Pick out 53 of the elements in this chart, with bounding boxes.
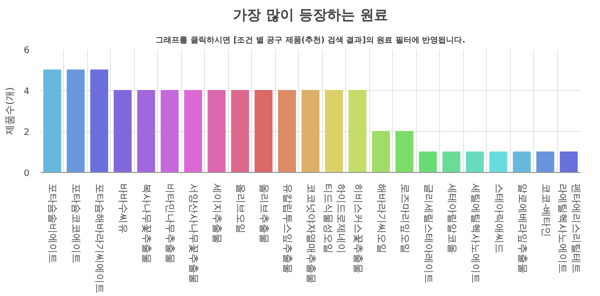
x-tick-label: 유칼립투스잎추출물 bbox=[282, 184, 293, 274]
x-tick-label: 알로에베라잎추출물 bbox=[516, 184, 528, 274]
y-tick-label: 0 bbox=[24, 169, 30, 179]
x-tick-label: 비타민나무추출물 bbox=[164, 184, 176, 264]
x-tick-label: 포타슘코코에이트 bbox=[70, 184, 82, 264]
x-tick-label: 올리브오일 bbox=[234, 184, 246, 234]
x-tick-label: 세틸에틸헥사노에이트 bbox=[469, 184, 480, 284]
bar bbox=[325, 90, 343, 172]
x-tick-label: 세테아릴알코올 bbox=[446, 184, 457, 254]
x-tick-label: 글리세릴스테아레이트 bbox=[422, 184, 434, 284]
x-tick-label: 포타슘솔비에이트 bbox=[46, 184, 58, 264]
x-tick-label: 복사나무꽃추출물 bbox=[140, 184, 152, 264]
x-tick-label: 스테아릭애씨드 bbox=[492, 184, 504, 254]
bar bbox=[114, 90, 132, 172]
x-tick-label: 코코넛야자열매추출물 bbox=[305, 184, 316, 284]
x-tick-label: 서양산사나무꽃추출물 bbox=[188, 184, 199, 284]
bar bbox=[90, 70, 108, 172]
bar bbox=[231, 90, 250, 172]
bar bbox=[489, 152, 508, 172]
bar bbox=[466, 152, 484, 172]
bar bbox=[418, 152, 437, 172]
bar bbox=[395, 131, 414, 172]
bar bbox=[160, 90, 179, 172]
x-tick-label: 코코-베타인 bbox=[540, 184, 551, 238]
bar bbox=[254, 90, 272, 172]
bar bbox=[348, 90, 366, 172]
bar bbox=[278, 90, 296, 172]
x-tick-label: 포타슘해바라기씨에이트 bbox=[94, 184, 105, 294]
bar bbox=[302, 90, 320, 172]
bar bbox=[512, 152, 531, 172]
y-tick-label: 6 bbox=[24, 46, 30, 56]
bar bbox=[208, 90, 226, 172]
x-tick-label: 로즈마리잎오일 bbox=[398, 184, 410, 254]
chart-subtitle: 그래프를 클릭하시면 [조건 별 공구 제품(추천) 검색 결과]의 원료 필터에 반영됩니다. bbox=[156, 36, 466, 44]
bar bbox=[442, 152, 460, 172]
x-tick-label: 세이지추출물 bbox=[211, 184, 222, 244]
y-tick-label: 4 bbox=[24, 87, 30, 97]
y-axis-title: 제품수(개) bbox=[4, 87, 16, 135]
bar bbox=[43, 70, 62, 172]
chart-title: 가장 많이 등장하는 원료 bbox=[233, 8, 388, 24]
x-tick-label: 히비스커스꽃추출물 bbox=[352, 184, 363, 274]
bar bbox=[184, 90, 202, 172]
bar bbox=[372, 131, 390, 172]
y-tick-label: 2 bbox=[24, 128, 30, 138]
x-tick-label: 바바수씨유 bbox=[117, 184, 128, 234]
bar bbox=[137, 90, 156, 172]
x-tick-label: 펜타에리스리틸테트라에틸헥사노에이트 bbox=[556, 184, 581, 274]
bar bbox=[536, 152, 554, 172]
bar bbox=[66, 70, 85, 172]
bar bbox=[560, 152, 578, 172]
x-tick-label: 하이드로제네이티드식물성오일 bbox=[322, 184, 346, 254]
x-tick-label: 올리브추출물 bbox=[258, 184, 270, 244]
x-tick-label: 해바라기씨오일 bbox=[375, 184, 386, 254]
